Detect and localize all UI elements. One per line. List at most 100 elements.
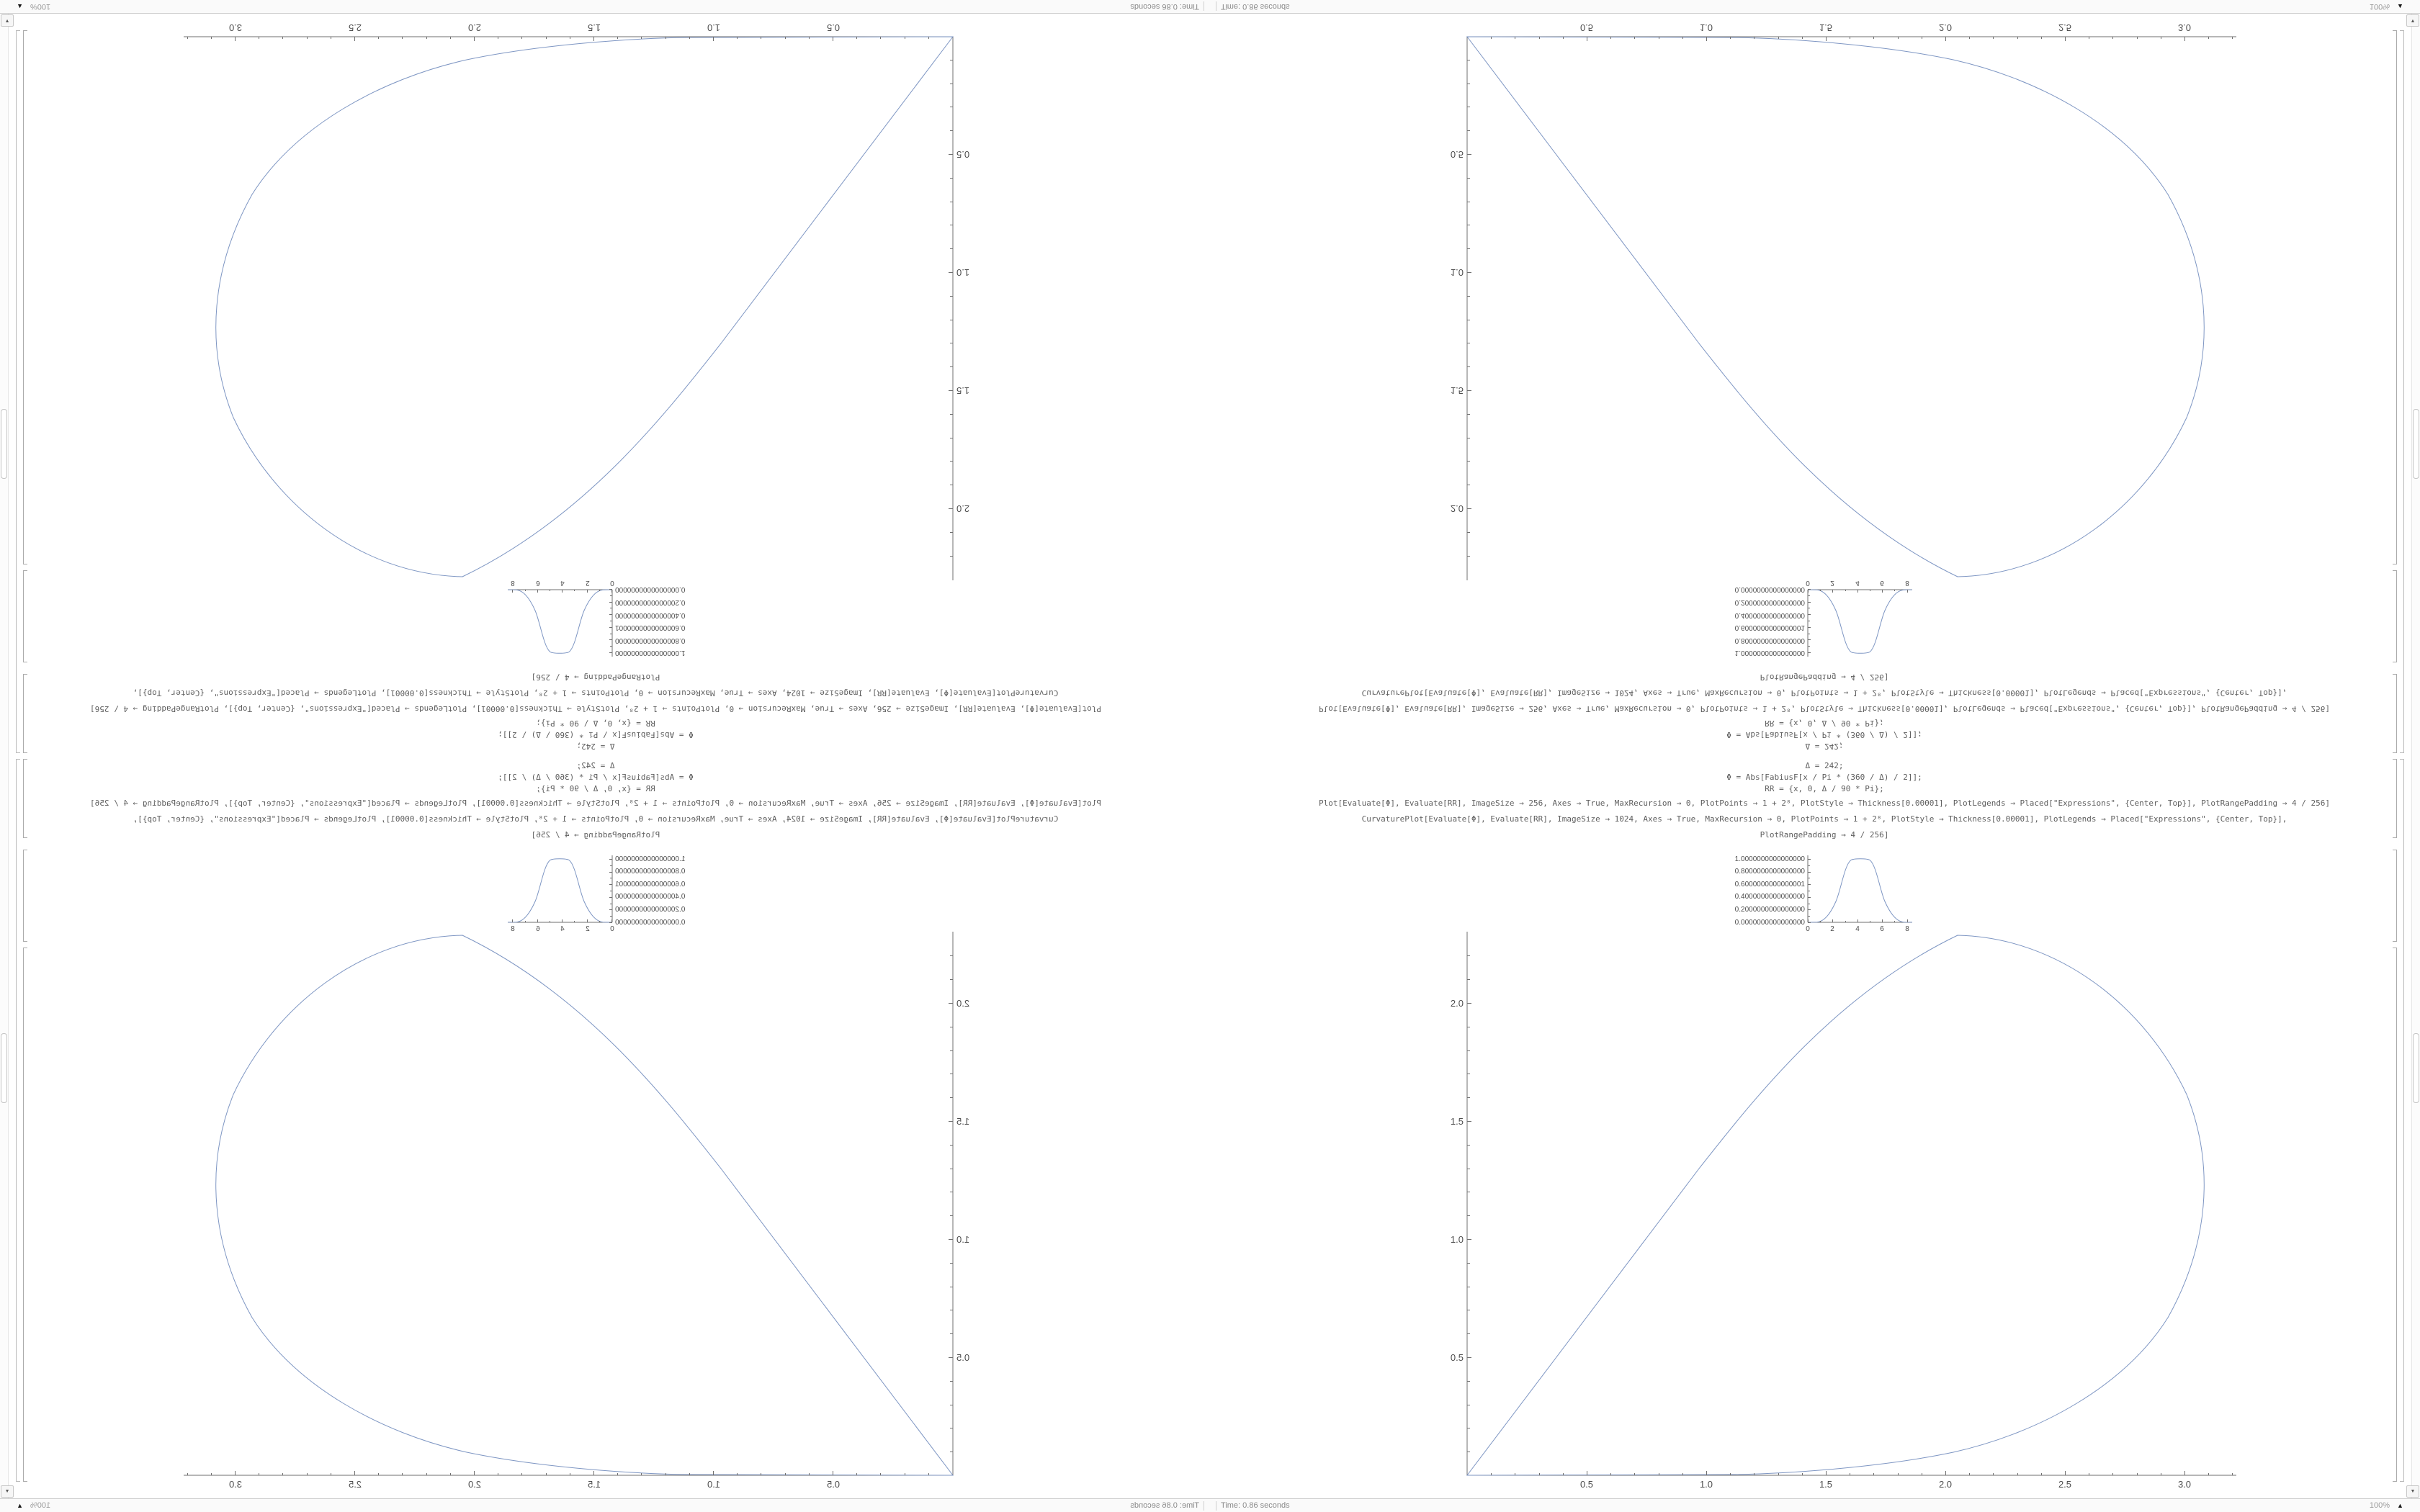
vertical-scrollbar-thumb[interactable]: [1, 409, 7, 479]
code-input-cell[interactable]: Δ = 242; Φ = Abs[FabiusF[x / Pi * (360 /…: [0, 756, 1191, 847]
tick: [1563, 37, 1564, 40]
tick: [2208, 37, 2209, 40]
tick: [1467, 1145, 1470, 1146]
cell-bracket-small-plot[interactable]: [23, 850, 27, 942]
cell-group-bracket[interactable]: [2400, 759, 2404, 1482]
tick: [1778, 1472, 1779, 1475]
magnification-label[interactable]: 100%: [30, 1501, 51, 1510]
tick: [1808, 652, 1811, 653]
tick-label: 0.0000000000000000: [615, 585, 686, 594]
vertical-scrollbar-thumb[interactable]: [2413, 409, 2419, 479]
tick: [785, 1472, 786, 1475]
magnification-label[interactable]: 100%: [30, 2, 51, 11]
magnification-menu-icon[interactable]: ▲: [2397, 3, 2403, 10]
tick-label: 2.0: [1938, 22, 1953, 33]
tick-label: 1.0: [1450, 267, 1464, 279]
cell-bracket-input[interactable]: [23, 759, 27, 838]
tick: [609, 639, 612, 641]
cell-bracket-small-plot[interactable]: [2393, 850, 2397, 942]
magnification-menu-icon[interactable]: ▲: [17, 1502, 23, 1509]
tick: [599, 920, 600, 922]
cell-bracket-big-plot[interactable]: [23, 30, 27, 564]
tick: [950, 955, 953, 956]
vertical-scrollbar-thumb[interactable]: [2413, 1033, 2419, 1103]
small-plot-output: 0 2 4 6 8 1.0000000000000000 0.800000000000000…: [1723, 852, 1928, 942]
tick-label: 2.5: [348, 1479, 362, 1490]
tick: [1808, 871, 1811, 873]
code-line-3: RR = {x, 0, Δ / 90 * Pi};: [536, 784, 655, 793]
tick-label: 1.0: [707, 22, 721, 33]
tick: [525, 920, 526, 922]
scroll-down-button[interactable]: ▼: [1, 14, 14, 27]
tick: [609, 589, 612, 590]
cell-bracket-small-plot[interactable]: [2393, 570, 2397, 662]
tick: [378, 1472, 379, 1475]
magnification-menu-icon[interactable]: ▲: [17, 3, 23, 10]
cell-bracket-input[interactable]: [2393, 759, 2397, 838]
scroll-down-icon: ▼: [2410, 18, 2416, 23]
cell-bracket-big-plot[interactable]: [2393, 948, 2397, 1482]
vertical-scrollbar-track[interactable]: [2411, 14, 2420, 756]
cell-group-bracket[interactable]: [2400, 30, 2404, 753]
small-plot-output: 0 2 4 6 8 1.0000000000000000 0.800000000000000…: [1723, 570, 1928, 660]
vertical-scrollbar-track[interactable]: [0, 14, 9, 756]
cell-bracket-input[interactable]: [23, 674, 27, 753]
tick: [1808, 646, 1810, 647]
notebook-quadrant-mirrored-horizontal: Δ = 242; Φ = Abs[FabiusF[x / Pi * (360 /…: [0, 756, 1210, 1512]
tick: [1467, 1357, 1471, 1358]
code-input-cell[interactable]: Δ = 242; Φ = Abs[FabiusF[x / Pi * (360 /…: [1229, 756, 2420, 847]
cell-bracket-big-plot[interactable]: [2393, 30, 2397, 564]
tick: [1467, 1215, 1470, 1216]
tick: [1467, 955, 1470, 956]
vertical-scrollbar-track[interactable]: [0, 756, 9, 1498]
tick: [609, 922, 612, 923]
tick: [949, 390, 953, 391]
cell-bracket-input[interactable]: [2393, 674, 2397, 753]
tick: [1808, 589, 1811, 590]
tick: [949, 154, 953, 155]
cell-bracket-big-plot[interactable]: [23, 948, 27, 1482]
tick: [1808, 919, 1809, 922]
code-line-1: Δ = 242;: [1805, 761, 1844, 770]
tick-label: 0: [1806, 925, 1810, 933]
magnification-label[interactable]: 100%: [2369, 1501, 2390, 1510]
tick-label: 1.0: [707, 1479, 721, 1490]
tick-label: 1.5: [956, 385, 970, 397]
magnification-label[interactable]: 100%: [2369, 2, 2390, 11]
scroll-down-button[interactable]: ▼: [2406, 1485, 2419, 1498]
small-plot-curve: [507, 589, 613, 654]
tick: [187, 1472, 188, 1475]
tick-label: 2.0: [467, 22, 482, 33]
evaluation-time-label: Time: 0.86 seconds: [1221, 1501, 1290, 1510]
magnification-menu-icon[interactable]: ▲: [2397, 1502, 2403, 1509]
code-input-cell[interactable]: Δ = 242; Φ = Abs[FabiusF[x / Pi * (360 /…: [1229, 665, 2420, 756]
tick: [1467, 296, 1470, 297]
tick: [450, 37, 451, 40]
scroll-down-button[interactable]: ▼: [1, 1485, 14, 1498]
tick-label: 1.0: [956, 267, 970, 279]
tick-label: 0.4000000000000000: [615, 611, 686, 619]
vertical-scrollbar-track[interactable]: [2411, 756, 2420, 1498]
code-input-cell[interactable]: Δ = 242; Φ = Abs[FabiusF[x / Pi * (360 /…: [0, 665, 1191, 756]
big-plot-output: 0.5 1.0 1.5 2.0 2.5 3.0 2.0 1.5 1.0 0.5: [1419, 929, 2244, 1498]
cell-group-bracket[interactable]: [16, 30, 20, 753]
tick-label: 0.5: [1450, 149, 1464, 161]
tick: [587, 590, 588, 593]
vertical-scrollbar-thumb[interactable]: [1, 1033, 7, 1103]
tick: [609, 871, 612, 873]
tick: [1802, 37, 1803, 40]
cell-group-bracket[interactable]: [16, 759, 20, 1482]
tick: [2017, 37, 2018, 40]
tick: [211, 1472, 212, 1475]
tick: [949, 508, 953, 509]
tick: [950, 1097, 953, 1098]
tick: [1610, 1472, 1611, 1475]
tick-label: 2.0: [1938, 1479, 1953, 1490]
cell-bracket-small-plot[interactable]: [23, 570, 27, 662]
scroll-down-button[interactable]: ▼: [2406, 14, 2419, 27]
big-plot-canvas: [184, 36, 954, 580]
tick: [609, 626, 612, 628]
tick-label: 0.6000000000000001: [1734, 624, 1805, 632]
tick: [307, 1472, 308, 1475]
big-plot-curve: [215, 36, 954, 577]
